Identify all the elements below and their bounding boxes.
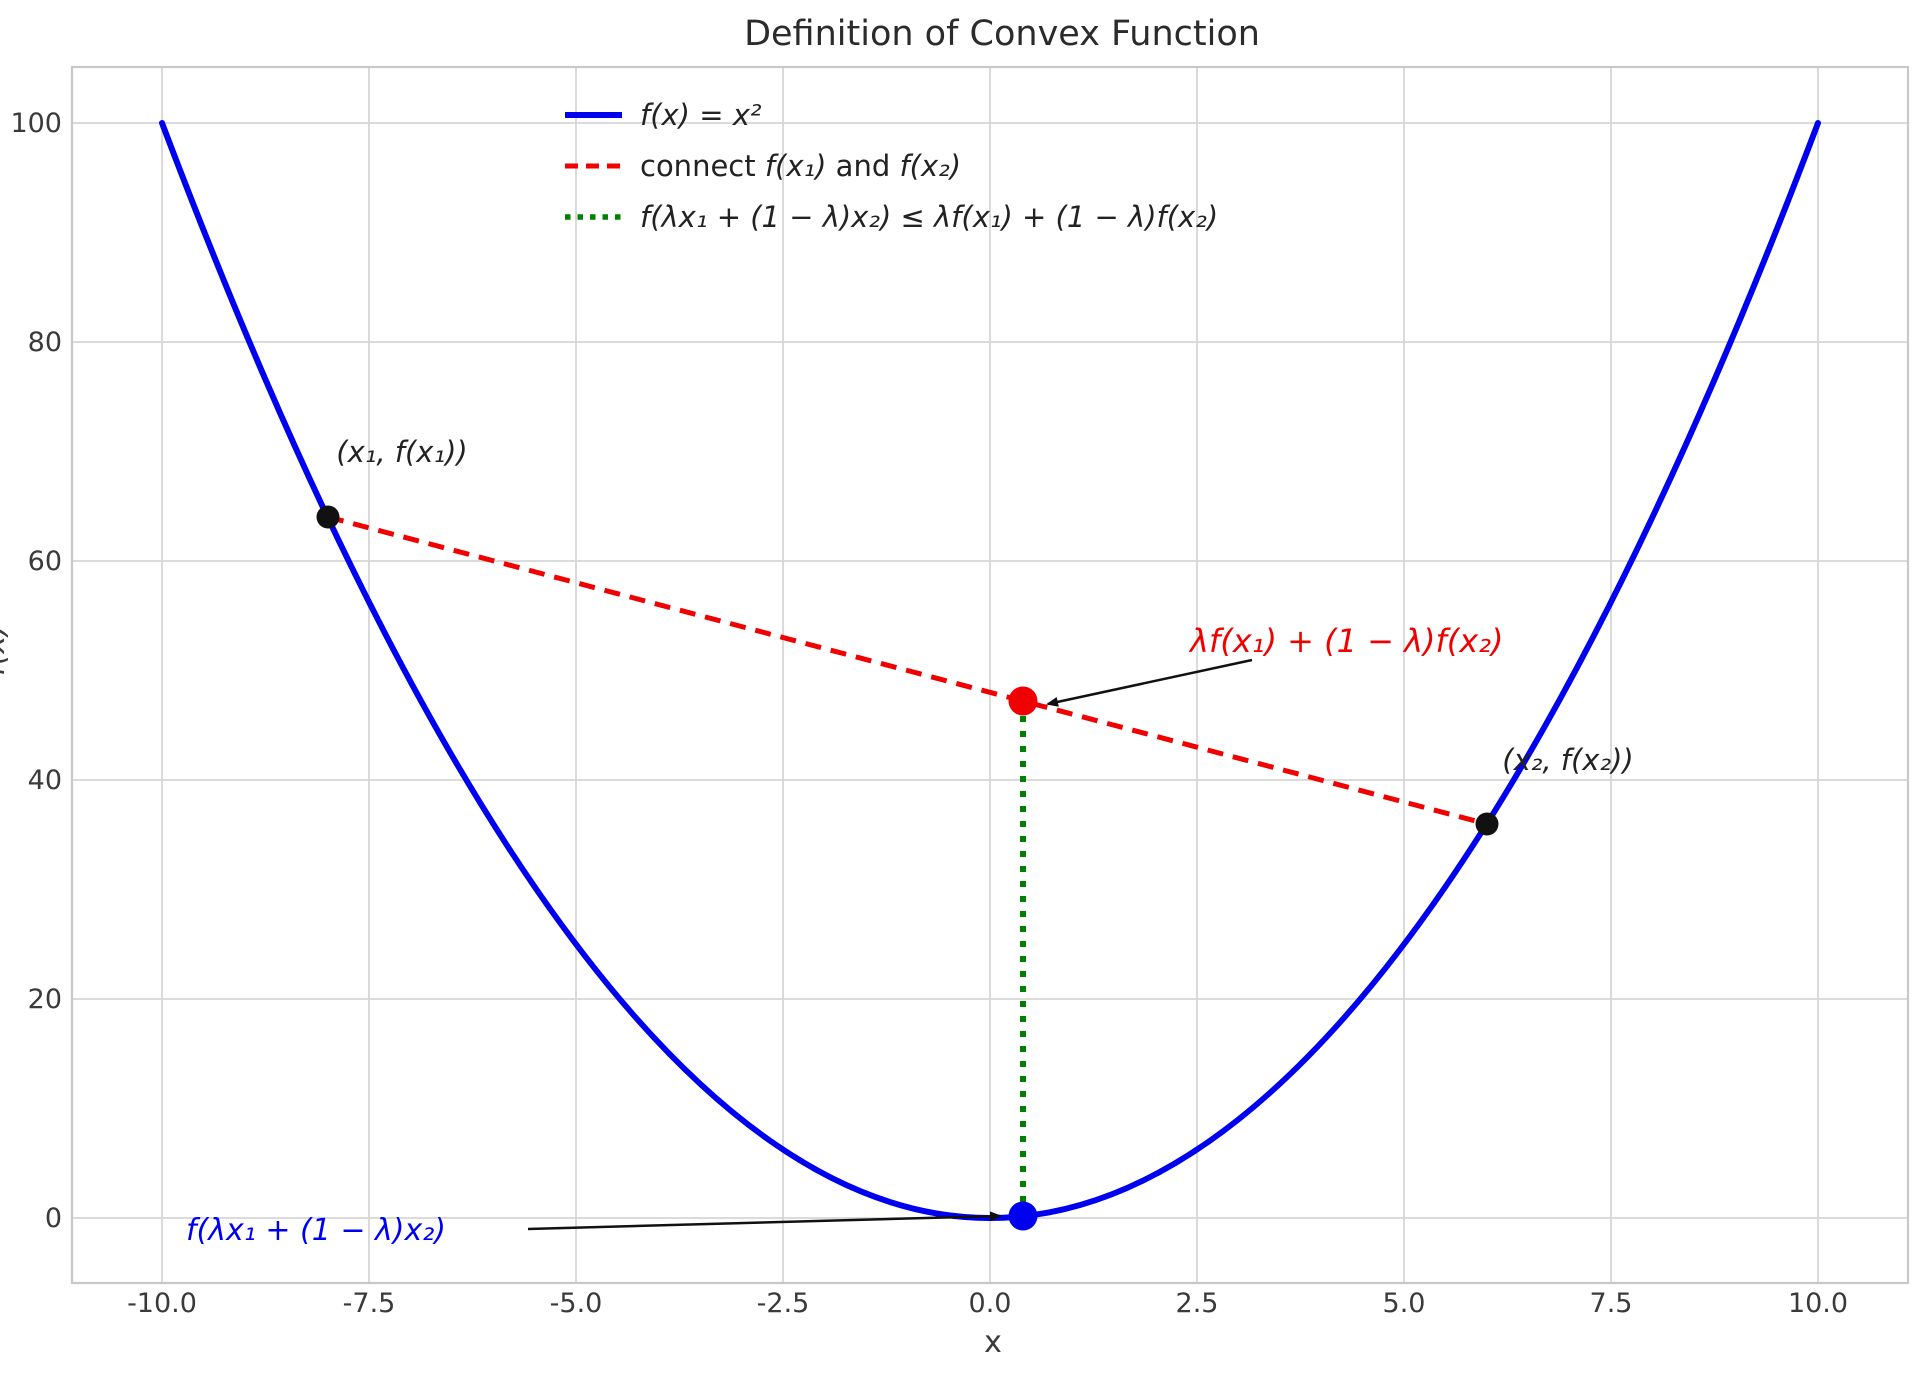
chart-title: Definition of Convex Function xyxy=(744,14,1260,54)
plot-frame xyxy=(70,65,1910,1285)
chord-annotation-arrow xyxy=(1046,658,1253,707)
curve-point-annotation: f(λx₁ + (1 − λ)x₂) xyxy=(186,1213,446,1248)
legend: f(x) = x² connect f(x₁) and f(x₂) f(λx₁ … xyxy=(565,98,1218,234)
y-tick-labels: 0 20 40 60 80 100 xyxy=(10,108,62,1234)
y-tick: 0 xyxy=(45,1203,62,1234)
y-tick: 60 xyxy=(28,546,62,577)
chord-dashed-line xyxy=(327,514,1488,827)
legend-label-connect: connect f(x₁) and f(x₂) xyxy=(640,149,961,183)
y-tick: 40 xyxy=(28,765,62,796)
point-x1 xyxy=(316,505,340,529)
x-tick: 2.5 xyxy=(1176,1288,1219,1319)
x-tick: 5.0 xyxy=(1383,1288,1426,1319)
grid xyxy=(70,65,1910,1285)
x-tick-labels: -10.0 -7.5 -5.0 -2.5 0.0 2.5 5.0 7.5 10.… xyxy=(127,1288,1848,1319)
y-axis-label: f(x) xyxy=(0,624,12,676)
legend-and-word: and xyxy=(826,149,899,183)
x-tick: 0.0 xyxy=(969,1288,1012,1319)
point-chord xyxy=(1008,686,1038,716)
x-tick: -2.5 xyxy=(757,1288,810,1319)
x-tick: 7.5 xyxy=(1590,1288,1633,1319)
point-curve xyxy=(1008,1201,1038,1231)
legend-fx2-math: f(x₂) xyxy=(899,149,961,183)
legend-label-fx: f(x) = x² xyxy=(640,98,762,132)
legend-label-inequality: f(λx₁ + (1 − λ)x₂) ≤ λf(x₁) + (1 − λ)f(x… xyxy=(640,200,1218,234)
point-x2 xyxy=(1475,812,1499,836)
x-axis-label: x xyxy=(984,1325,1002,1360)
x-tick: 10.0 xyxy=(1788,1288,1848,1319)
x-tick: -10.0 xyxy=(127,1288,197,1319)
y-tick: 80 xyxy=(28,327,62,358)
curve-annotation-arrow xyxy=(527,1211,1002,1231)
point-x2-label: (x₂, f(x₂)) xyxy=(1502,743,1633,777)
y-tick: 20 xyxy=(28,984,62,1015)
point-x1-label: (x₁, f(x₁)) xyxy=(336,435,467,469)
x-tick: -7.5 xyxy=(343,1288,396,1319)
y-tick: 100 xyxy=(10,108,62,139)
x-tick: -5.0 xyxy=(550,1288,603,1319)
legend-fx1-math: f(x₁) xyxy=(765,149,827,183)
legend-connect-word: connect xyxy=(640,149,765,183)
chord-point-annotation: λf(x₁) + (1 − λ)f(x₂) xyxy=(1188,622,1504,660)
